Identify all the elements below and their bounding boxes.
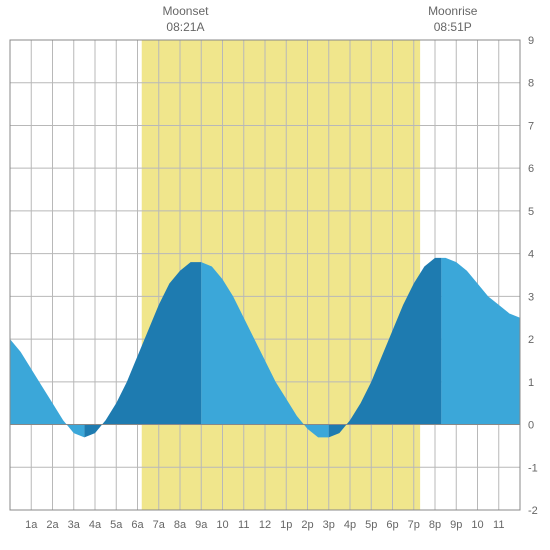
- svg-text:5p: 5p: [365, 519, 377, 531]
- svg-text:3a: 3a: [68, 519, 81, 531]
- svg-text:10: 10: [471, 519, 483, 531]
- moonrise-label: Moonrise 08:51P: [428, 4, 477, 35]
- moonrise-time: 08:51P: [428, 20, 477, 36]
- svg-text:0: 0: [528, 420, 534, 432]
- svg-text:9p: 9p: [450, 519, 462, 531]
- svg-text:3: 3: [528, 291, 534, 303]
- svg-text:8a: 8a: [174, 519, 187, 531]
- svg-text:1: 1: [528, 377, 534, 389]
- svg-text:12: 12: [259, 519, 271, 531]
- svg-text:9: 9: [528, 35, 534, 47]
- svg-text:4p: 4p: [344, 519, 356, 531]
- svg-text:7: 7: [528, 120, 534, 132]
- svg-text:11: 11: [493, 519, 504, 531]
- svg-text:2p: 2p: [301, 519, 313, 531]
- svg-text:7p: 7p: [408, 519, 420, 531]
- svg-text:10: 10: [216, 519, 228, 531]
- svg-text:1a: 1a: [25, 519, 38, 531]
- svg-text:8: 8: [528, 78, 534, 90]
- svg-text:1p: 1p: [280, 519, 292, 531]
- svg-text:5a: 5a: [110, 519, 123, 531]
- moonrise-title: Moonrise: [428, 4, 477, 20]
- svg-text:4a: 4a: [89, 519, 102, 531]
- svg-text:2: 2: [528, 334, 534, 346]
- moonset-title: Moonset: [162, 4, 208, 20]
- svg-text:6: 6: [528, 163, 534, 175]
- svg-text:3p: 3p: [323, 519, 335, 531]
- svg-text:-2: -2: [528, 505, 538, 517]
- svg-text:6a: 6a: [131, 519, 144, 531]
- svg-text:4: 4: [528, 249, 534, 261]
- moonset-label: Moonset 08:21A: [162, 4, 208, 35]
- svg-text:2a: 2a: [46, 519, 59, 531]
- svg-text:11: 11: [238, 519, 249, 531]
- svg-text:5: 5: [528, 206, 534, 218]
- svg-text:6p: 6p: [386, 519, 398, 531]
- svg-text:7a: 7a: [153, 519, 166, 531]
- svg-text:9a: 9a: [195, 519, 208, 531]
- chart-svg: -2-101234567891a2a3a4a5a6a7a8a9a1011121p…: [0, 0, 550, 550]
- tide-chart: Moonset 08:21A Moonrise 08:51P -2-101234…: [0, 0, 550, 550]
- svg-text:-1: -1: [528, 462, 538, 474]
- svg-text:8p: 8p: [429, 519, 441, 531]
- moonset-time: 08:21A: [162, 20, 208, 36]
